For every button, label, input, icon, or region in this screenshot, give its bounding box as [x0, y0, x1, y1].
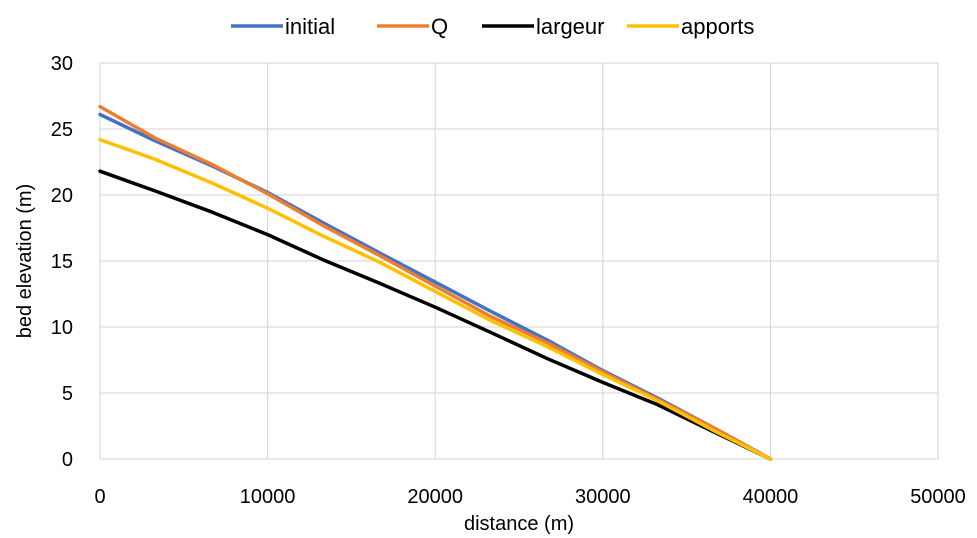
x-tick-label: 10000: [240, 486, 296, 508]
grid: [99, 62, 939, 460]
legend-label: Q: [431, 14, 448, 39]
y-tick-label: 20: [51, 185, 73, 207]
y-tick-label: 30: [51, 53, 73, 75]
series-line-apports: [98, 137, 773, 461]
y-axis-title: bed elevation (m): [14, 184, 36, 339]
series-lines: [98, 104, 773, 461]
y-tick-label: 25: [51, 119, 73, 141]
x-tick-label: 40000: [743, 486, 799, 508]
y-tick-label: 10: [51, 317, 73, 339]
x-tick-label: 50000: [910, 486, 966, 508]
legend-label: largeur: [536, 14, 604, 39]
series-line-largeur: [98, 169, 773, 461]
y-tick-label: 15: [51, 251, 73, 273]
x-tick-label: 20000: [407, 486, 463, 508]
y-tick-label: 0: [62, 449, 73, 471]
legend-label: initial: [285, 14, 335, 39]
x-axis-title: distance (m): [464, 513, 574, 535]
legend-label: apports: [681, 14, 754, 39]
x-tick-label: 30000: [575, 486, 631, 508]
tick-labels: 0 5 10 15 20 25 30 0 10000 20000 30000 40000 50000: [51, 53, 966, 508]
x-tick-label: 0: [94, 486, 105, 508]
y-tick-label: 5: [62, 383, 73, 405]
